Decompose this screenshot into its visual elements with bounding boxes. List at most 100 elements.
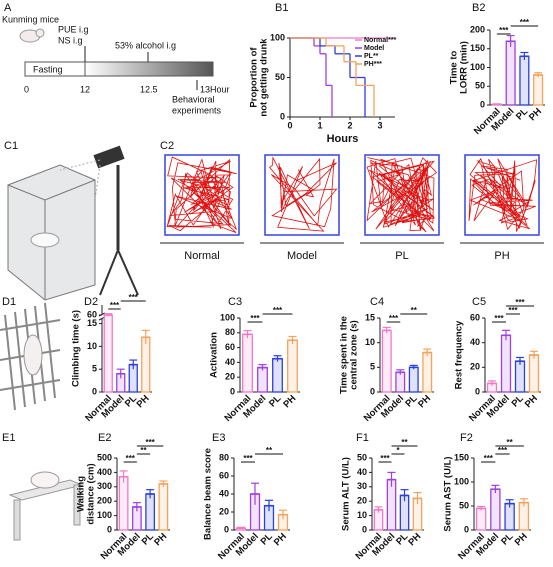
camera (93, 145, 125, 169)
bar (408, 366, 419, 393)
mouse (30, 232, 60, 248)
alcohol-label: 53% alcohol i.g (115, 40, 176, 50)
y-tick-label: 200 (97, 496, 112, 506)
time-label: 12.5 (140, 84, 158, 94)
x-tick-label: PH (152, 531, 169, 548)
x-axis-label: Hours (327, 133, 359, 145)
bar (287, 339, 298, 393)
x-tick-label: 1 (317, 120, 322, 130)
group-label: Normal (184, 250, 219, 262)
sig-label: ** (507, 438, 514, 447)
y-tick-label: 60 (219, 470, 229, 480)
time-label: 13Hour (200, 84, 230, 94)
y-tick-label: 300 (97, 481, 112, 491)
view-line (59, 159, 101, 171)
bar (514, 360, 526, 393)
y-tick-label: 50 (275, 72, 285, 82)
x-tick-label: PH (135, 393, 152, 410)
bar (519, 55, 530, 106)
y-axis-label: Serum ALT (U/L) (341, 457, 352, 531)
y-tick-label: 0 (230, 386, 235, 396)
sig-label: *** (389, 314, 399, 323)
panel-label: F1 (356, 432, 369, 444)
behavior-label: experiments (172, 105, 222, 115)
bar (118, 476, 129, 531)
sig-label: *** (145, 438, 155, 447)
bar (257, 366, 268, 393)
y-tick-label: 50 (357, 452, 367, 462)
sig-label: ** (266, 446, 273, 455)
y-axis-label: Rest frequency (454, 320, 465, 389)
legend-label: Normal*** (364, 37, 397, 44)
bar (533, 74, 544, 106)
timeline-bar (84, 61, 214, 77)
legend-label: PH*** (364, 61, 382, 68)
y-tick-label: 10 (87, 341, 97, 351)
x-tick-label: PH (527, 106, 544, 123)
bar (490, 488, 501, 531)
beam-illustration: E1 (2, 432, 84, 541)
y-tick-label: 500 (97, 452, 112, 462)
track (468, 157, 538, 232)
bar (158, 483, 169, 531)
y-axis-label: Time spent in the (339, 316, 350, 394)
panel-label: E2 (98, 432, 111, 444)
tripod (99, 249, 119, 296)
y-tick-label: 100 (97, 510, 112, 520)
y-tick-label: 5 (92, 364, 97, 374)
panel-label: E1 (2, 432, 15, 444)
y-tick-label: 20 (219, 506, 229, 516)
sig-label: *** (250, 314, 260, 323)
track (269, 156, 338, 232)
sig-label: *** (129, 293, 139, 302)
timeline-panel: A Kunming mice PUE i.g NS i.g 53% alcoho… (2, 2, 230, 115)
fasting-box (24, 61, 86, 77)
y-tick-label: 0 (464, 524, 469, 534)
y-axis-label: Time to (449, 51, 460, 85)
x-tick-label: 3 (377, 120, 382, 130)
y-axis-label: Activation (209, 332, 220, 378)
grid-bar (0, 379, 61, 391)
panel-label: F2 (460, 432, 473, 444)
sig-label: ** (411, 306, 418, 315)
x-tick-label: PH (272, 531, 289, 548)
y-tick-label: 50 (475, 81, 485, 91)
y-tick-label: 0 (475, 386, 480, 396)
x-tick-label: PH (406, 531, 423, 548)
sig-label: ** (140, 446, 147, 455)
x-tick-label: PH (513, 531, 530, 548)
y-tick-label: 150 (470, 43, 485, 53)
sig-label: *** (494, 314, 504, 323)
panel-label: C4 (370, 296, 384, 308)
view-line (94, 164, 101, 201)
mouse (30, 471, 60, 489)
bar (141, 336, 151, 393)
sig-label: *** (498, 446, 508, 455)
x-tick-label: PH (281, 393, 298, 410)
drug-label: PUE i.g (58, 24, 89, 34)
y-tick-label: 0 (280, 111, 285, 121)
y-tick-label: 15 (87, 318, 97, 328)
sig-label: *** (126, 454, 136, 463)
y-axis-label: Climbing time (s) (71, 310, 82, 387)
legend-label: PL** (364, 53, 379, 60)
x-tick-label: 0 (287, 120, 292, 130)
sig-label: *** (520, 18, 530, 27)
x-tick-label: PL (267, 393, 284, 410)
panel-label: C5 (472, 296, 486, 308)
track (366, 157, 438, 233)
sig-label: *** (484, 454, 494, 463)
y-tick-label: 100 (470, 62, 485, 72)
x-tick-label: PH (523, 393, 540, 410)
y-tick-label: 30 (357, 481, 367, 491)
open-field-illustration: C1 (4, 140, 139, 301)
y-tick-label: 20 (357, 496, 367, 506)
y-tick-label: 0 (224, 524, 229, 534)
bar (242, 333, 253, 393)
y-tick-label: 0 (92, 386, 97, 396)
y-tick-label: 40 (470, 337, 480, 347)
y-axis-label: Balance beam score (203, 448, 214, 540)
bar (272, 358, 283, 393)
y-tick-label: 400 (97, 467, 112, 477)
tracking-panel: Normal Model PL PH (160, 154, 544, 262)
